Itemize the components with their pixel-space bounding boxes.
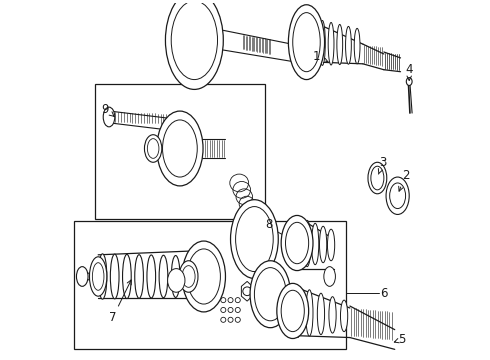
Ellipse shape bbox=[168, 269, 185, 292]
Ellipse shape bbox=[390, 183, 406, 208]
Ellipse shape bbox=[236, 207, 273, 271]
Ellipse shape bbox=[293, 13, 320, 72]
Ellipse shape bbox=[289, 5, 324, 80]
Ellipse shape bbox=[312, 223, 319, 265]
Text: 6: 6 bbox=[380, 287, 388, 300]
Ellipse shape bbox=[337, 24, 343, 64]
Ellipse shape bbox=[184, 256, 192, 297]
Text: 5: 5 bbox=[394, 333, 406, 346]
Text: 1: 1 bbox=[313, 50, 328, 63]
Ellipse shape bbox=[281, 290, 304, 332]
Ellipse shape bbox=[163, 120, 197, 177]
Text: 2: 2 bbox=[399, 168, 409, 191]
Ellipse shape bbox=[319, 226, 327, 263]
Ellipse shape bbox=[98, 254, 107, 299]
Ellipse shape bbox=[341, 300, 348, 332]
Text: 8: 8 bbox=[265, 218, 272, 231]
Ellipse shape bbox=[281, 215, 313, 271]
Ellipse shape bbox=[250, 261, 291, 328]
Ellipse shape bbox=[328, 22, 334, 65]
Ellipse shape bbox=[147, 139, 159, 158]
Ellipse shape bbox=[324, 267, 336, 286]
Ellipse shape bbox=[368, 162, 387, 194]
Ellipse shape bbox=[76, 267, 88, 286]
Ellipse shape bbox=[90, 257, 107, 296]
Ellipse shape bbox=[230, 200, 278, 278]
Ellipse shape bbox=[286, 222, 309, 264]
Ellipse shape bbox=[304, 220, 311, 267]
Ellipse shape bbox=[147, 255, 156, 298]
Ellipse shape bbox=[327, 229, 335, 261]
Ellipse shape bbox=[187, 249, 220, 304]
Ellipse shape bbox=[371, 166, 384, 190]
Ellipse shape bbox=[179, 261, 198, 292]
Ellipse shape bbox=[319, 21, 325, 66]
Ellipse shape bbox=[182, 266, 195, 287]
Ellipse shape bbox=[159, 255, 168, 298]
Ellipse shape bbox=[157, 111, 203, 186]
Ellipse shape bbox=[182, 241, 225, 312]
Ellipse shape bbox=[135, 255, 144, 298]
Ellipse shape bbox=[294, 286, 301, 338]
Ellipse shape bbox=[166, 0, 223, 89]
Ellipse shape bbox=[110, 254, 119, 299]
Ellipse shape bbox=[306, 290, 313, 336]
Text: 7: 7 bbox=[109, 280, 131, 324]
Ellipse shape bbox=[406, 78, 412, 85]
Text: 9: 9 bbox=[101, 103, 114, 117]
Ellipse shape bbox=[93, 263, 104, 290]
Ellipse shape bbox=[145, 135, 162, 162]
Text: 3: 3 bbox=[378, 156, 387, 174]
Text: 4: 4 bbox=[405, 63, 413, 80]
Ellipse shape bbox=[311, 18, 317, 66]
Ellipse shape bbox=[329, 297, 336, 333]
Ellipse shape bbox=[295, 217, 303, 269]
Ellipse shape bbox=[386, 177, 409, 215]
Ellipse shape bbox=[122, 255, 131, 298]
Ellipse shape bbox=[345, 26, 351, 64]
Ellipse shape bbox=[318, 293, 324, 334]
Ellipse shape bbox=[172, 256, 180, 297]
Ellipse shape bbox=[254, 267, 286, 321]
Ellipse shape bbox=[171, 1, 218, 80]
Ellipse shape bbox=[103, 107, 115, 127]
Ellipse shape bbox=[354, 28, 360, 64]
Ellipse shape bbox=[277, 283, 309, 338]
